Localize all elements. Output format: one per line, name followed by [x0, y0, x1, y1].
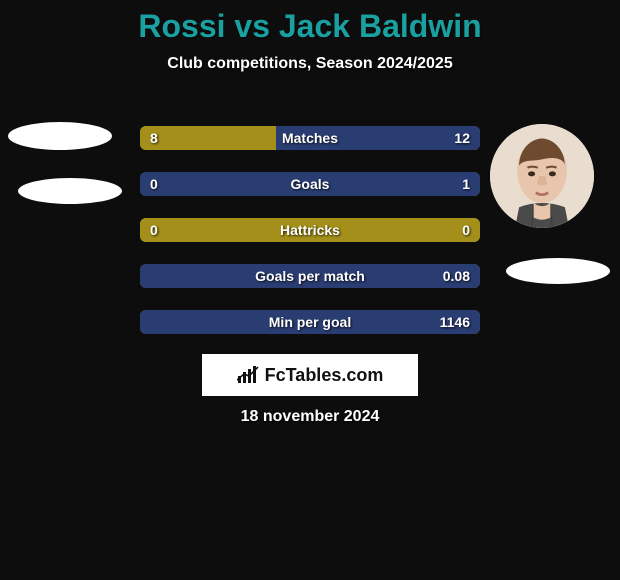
bar-value-right: 12	[454, 126, 470, 150]
bar-row: 0Hattricks0	[140, 218, 480, 242]
decorative-ellipse-right-1	[506, 258, 610, 284]
bar-label: Matches	[140, 126, 480, 150]
player-right-avatar	[490, 124, 594, 228]
branding-badge: FcTables.com	[202, 354, 418, 396]
page-title: Rossi vs Jack Baldwin	[0, 0, 620, 45]
decorative-ellipse-left-1	[8, 122, 112, 150]
bar-value-right: 1	[462, 172, 470, 196]
bar-value-right: 1146	[440, 310, 470, 334]
bar-row: 0Goals1	[140, 172, 480, 196]
bar-row: 8Matches12	[140, 126, 480, 150]
player-face-icon	[490, 124, 594, 228]
comparison-bars: 8Matches120Goals10Hattricks0Goals per ma…	[140, 126, 480, 356]
bar-value-right: 0	[462, 218, 470, 242]
bar-label: Goals per match	[140, 264, 480, 288]
branding-text: FcTables.com	[265, 365, 384, 386]
page-subtitle: Club competitions, Season 2024/2025	[0, 55, 620, 73]
bar-label: Hattricks	[140, 218, 480, 242]
bar-label: Min per goal	[140, 310, 480, 334]
bar-chart-icon	[237, 366, 259, 384]
bar-row: Goals per match0.08	[140, 264, 480, 288]
bar-row: Min per goal1146	[140, 310, 480, 334]
decorative-ellipse-left-2	[18, 178, 122, 204]
bar-label: Goals	[140, 172, 480, 196]
date-text: 18 november 2024	[0, 408, 620, 426]
bar-value-right: 0.08	[443, 264, 470, 288]
